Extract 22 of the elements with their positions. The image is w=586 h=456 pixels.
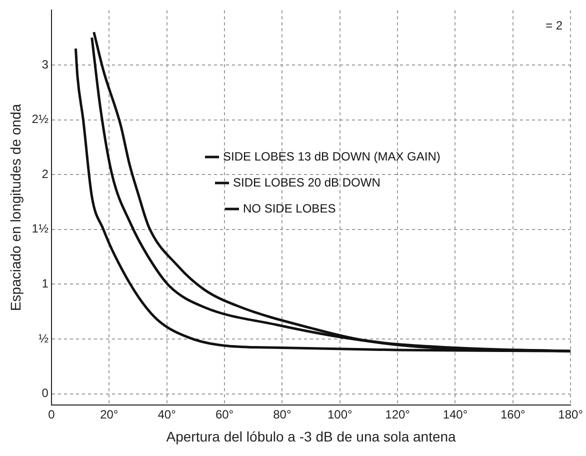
x-tick-label: 180° [558, 407, 584, 422]
x-tick-label: 80° [273, 407, 292, 422]
x-tick-label: 20° [100, 407, 118, 422]
legend-label: SIDE LOBES 13 dB DOWN (MAX GAIN) [223, 149, 440, 164]
x-tick-label: 40° [158, 407, 176, 422]
y-axis-title: Espaciado en longitudes de onda [7, 104, 24, 312]
x-tick-label: 140° [442, 407, 468, 422]
y-tick-label: 1½ [32, 222, 48, 236]
legend-label: SIDE LOBES 20 dB DOWN [233, 175, 380, 190]
y-tick-label: 0 [42, 386, 49, 400]
y-tick-label: ½ [38, 331, 48, 346]
x-tick-label: 160° [500, 407, 526, 422]
legend-label: NO SIDE LOBES [243, 201, 336, 216]
annotation: = 2 [546, 18, 563, 33]
y-tick-label: 3 [42, 57, 49, 72]
x-tick-label: 100° [327, 407, 352, 422]
y-tick-label: 1 [42, 276, 49, 291]
x-tick-label: 120° [385, 407, 410, 422]
x-axis-title: Apertura del lóbulo a -3 dB de una sola antena [166, 428, 456, 444]
y-tick-label: 2½ [32, 112, 48, 126]
x-tick-label: 60° [215, 407, 234, 422]
y-tick-label: 2 [42, 166, 49, 181]
